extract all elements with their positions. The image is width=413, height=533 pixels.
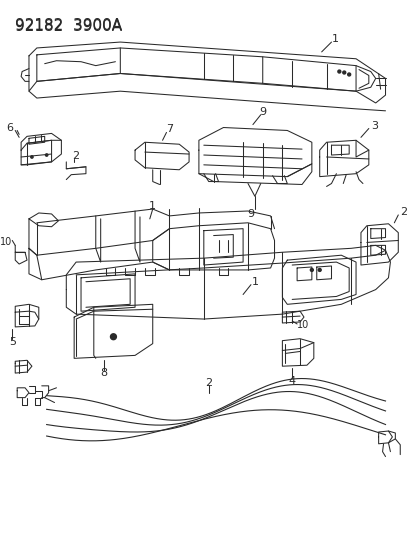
Text: 2: 2 bbox=[72, 151, 79, 161]
Text: 3: 3 bbox=[370, 120, 377, 131]
Text: 1: 1 bbox=[251, 277, 258, 287]
Circle shape bbox=[110, 334, 116, 340]
Circle shape bbox=[31, 156, 33, 158]
Circle shape bbox=[342, 71, 345, 74]
Text: 9: 9 bbox=[259, 107, 266, 117]
Circle shape bbox=[337, 70, 340, 73]
Text: 7: 7 bbox=[166, 125, 173, 134]
Circle shape bbox=[45, 154, 48, 156]
Text: 2: 2 bbox=[399, 207, 406, 217]
Text: 5: 5 bbox=[9, 337, 16, 346]
Text: 2: 2 bbox=[205, 378, 212, 388]
Text: 10: 10 bbox=[297, 320, 309, 330]
Text: 6: 6 bbox=[6, 123, 13, 133]
Text: 10: 10 bbox=[0, 237, 12, 247]
Circle shape bbox=[347, 73, 350, 76]
Text: 92182  3900A: 92182 3900A bbox=[15, 20, 122, 35]
Circle shape bbox=[318, 269, 320, 271]
Text: 1: 1 bbox=[149, 201, 156, 211]
Text: 1: 1 bbox=[331, 34, 338, 44]
Text: 92182  3900A: 92182 3900A bbox=[15, 18, 122, 33]
Text: 4: 4 bbox=[288, 376, 295, 386]
Text: 9: 9 bbox=[247, 209, 254, 219]
Circle shape bbox=[310, 269, 313, 271]
Circle shape bbox=[112, 336, 114, 338]
Text: 8: 8 bbox=[100, 368, 107, 378]
